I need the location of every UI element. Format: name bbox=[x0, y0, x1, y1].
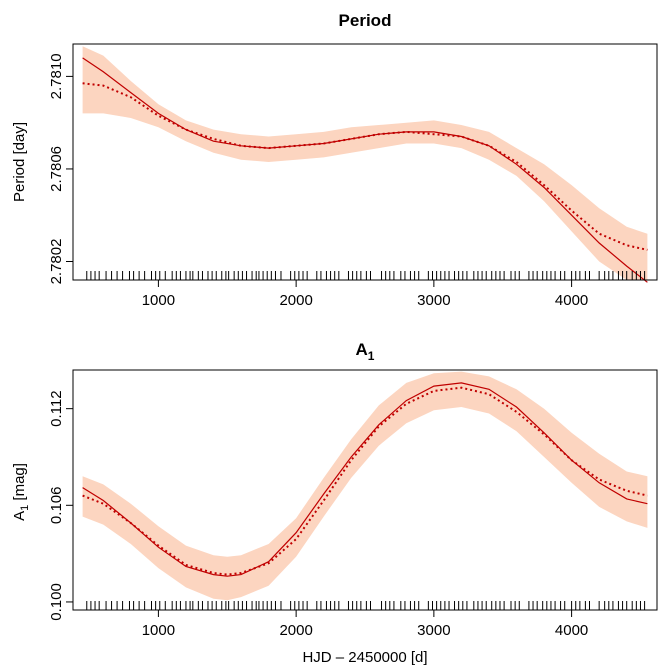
panel-a1-rug bbox=[86, 601, 646, 610]
panel-period-ytick-label: 2.7802 bbox=[48, 239, 65, 285]
panel-a1-title-main: A bbox=[356, 340, 368, 359]
panel-a1-ytick-label: 0.100 bbox=[48, 583, 65, 621]
panel-period-xtick-label: 1000 bbox=[142, 292, 175, 309]
panel-period-confidence-band bbox=[82, 46, 648, 280]
panel-a1-ylabel: A1 [mag] bbox=[11, 463, 31, 521]
panel-a1-ylabel-suffix: [mag] bbox=[11, 463, 28, 505]
panel-a1-frame bbox=[72, 369, 658, 611]
panel-period: Period Period [day] 1000 2000 3000 4000 2.7… bbox=[11, 11, 658, 309]
panel-a1-plot bbox=[82, 371, 648, 610]
panel-period-yticks: 2.7802 2.7806 2.7810 bbox=[48, 53, 73, 284]
panel-period-rug bbox=[86, 271, 646, 280]
panel-period-ylabel: Period [day] bbox=[11, 122, 28, 202]
panel-a1-xtick-label: 4000 bbox=[555, 622, 588, 639]
panel-period-frame bbox=[72, 43, 658, 281]
panel-a1-ylabel-sub: 1 bbox=[19, 505, 31, 511]
panel-a1-ytick-label: 0.106 bbox=[48, 487, 65, 525]
panel-a1-xticks: 1000 2000 3000 4000 bbox=[142, 610, 588, 639]
panel-a1-title-sub: 1 bbox=[368, 349, 375, 363]
panel-period-xtick-label: 2000 bbox=[279, 292, 312, 309]
panel-period-plot bbox=[82, 46, 648, 283]
panel-period-dotted-line bbox=[82, 82, 648, 251]
panel-a1: A1 A1 [mag] HJD – 2450000 [d] 1000 2000 30… bbox=[11, 340, 658, 666]
panel-a1-ylabel-main: A bbox=[11, 511, 28, 521]
panel-a1-xlabel: HJD – 2450000 [d] bbox=[302, 649, 427, 666]
panel-a1-title: A1 bbox=[356, 340, 375, 363]
panel-period-ytick-label: 2.7810 bbox=[48, 53, 65, 99]
panel-period-title: Period bbox=[339, 11, 392, 30]
panel-a1-solid-line bbox=[82, 382, 648, 577]
panel-a1-yticks: 0.100 0.106 0.112 bbox=[48, 390, 73, 621]
panel-period-ytick-label: 2.7806 bbox=[48, 146, 65, 192]
panel-a1-xtick-label: 2000 bbox=[279, 622, 312, 639]
panel-a1-dotted-line bbox=[82, 386, 648, 576]
panel-a1-xtick-label: 3000 bbox=[417, 622, 450, 639]
panel-a1-ytick-label: 0.112 bbox=[48, 390, 65, 426]
panel-period-xtick-label: 4000 bbox=[555, 292, 588, 309]
panel-a1-confidence-band bbox=[82, 371, 648, 601]
panel-a1-xtick-label: 1000 bbox=[142, 622, 175, 639]
panel-period-xticks: 1000 2000 3000 4000 bbox=[142, 280, 588, 309]
panel-period-xtick-label: 3000 bbox=[417, 292, 450, 309]
panel-period-solid-line bbox=[82, 57, 648, 283]
